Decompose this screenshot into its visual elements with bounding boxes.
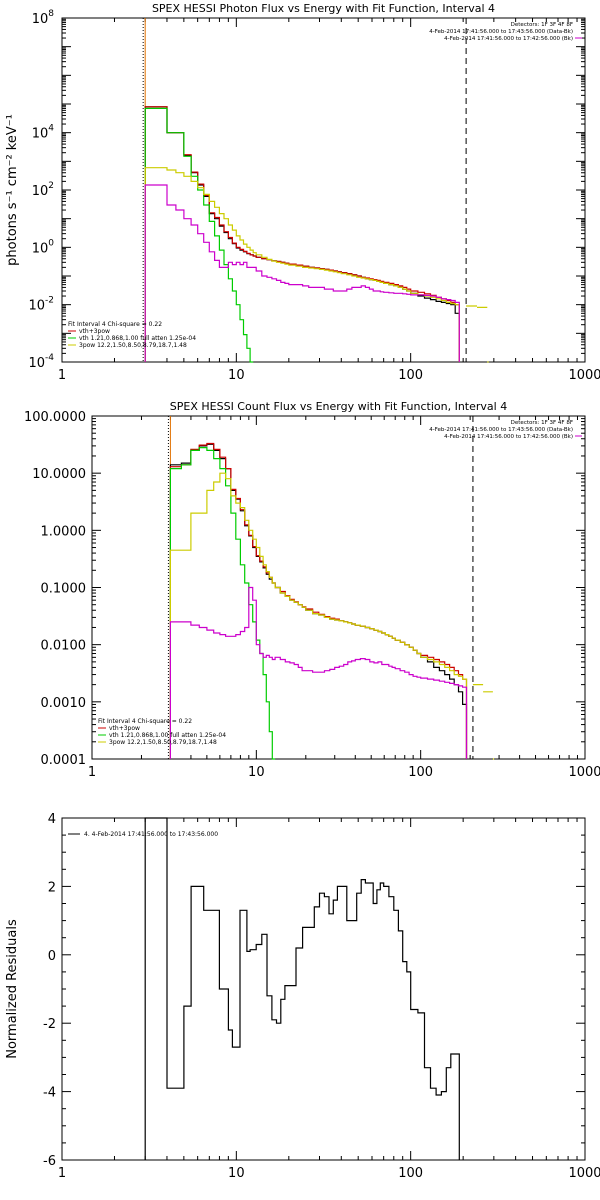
y-tick-label: -2	[43, 1017, 56, 1032]
header-line: 4-Feb-2014 17:41:56.000 to 17:42:56.000 …	[444, 36, 573, 42]
y-tick-exponent: -2	[45, 296, 54, 306]
chart-3: 1 10 100 1000 -6 -4 -2 0 2 4 Normalized Residuals 4…	[5, 812, 600, 1181]
plot-frame	[61, 17, 586, 363]
series-data-bk	[169, 443, 468, 759]
legend-entry: vth+3pow	[79, 328, 110, 335]
y-tick-base: 10	[28, 299, 45, 314]
y-tick-base: 10	[32, 184, 49, 199]
series-vth	[169, 447, 276, 760]
y-tick-label: 102	[32, 181, 54, 199]
plot-frame	[61, 817, 586, 1161]
y-tick-base: 10	[28, 356, 45, 371]
x-tick-label: 1000	[568, 765, 600, 780]
series-data-bk	[144, 106, 460, 362]
y-tick-label: -6	[43, 1154, 56, 1169]
y-tick-label: 108	[32, 9, 55, 27]
y-tick-exponent: 8	[48, 9, 54, 19]
y-tick-label: 100.0000	[24, 410, 86, 425]
legend-entry: 3pow 12.2,1.50,8.50,8.79,18.7,1.48	[109, 739, 217, 746]
x-tick-label: 10	[228, 1166, 245, 1181]
chart-title: SPEX HESSI Photon Flux vs Energy with Fi…	[152, 2, 495, 15]
y-tick-label: 0	[48, 949, 56, 964]
series-vth	[144, 107, 254, 363]
y-tick-label: 10.0000	[32, 467, 86, 482]
chart-2: SPEX HESSI Count Flux vs Energy with Fit…	[24, 400, 600, 780]
y-tick-exponent: 0	[48, 238, 54, 248]
x-tick-label: 100	[408, 765, 433, 780]
y-tick-label: 1.0000	[41, 524, 87, 539]
series-residuals	[144, 817, 460, 1160]
y-tick-exponent: 4	[48, 124, 54, 134]
y-tick-exponent: -4	[45, 353, 54, 363]
legend-entry: 3pow 12.2,1.50,8.50,8.79,18.7,1.48	[79, 342, 187, 349]
x-tick-label: 1	[58, 1166, 66, 1181]
y-axis-label: photons s⁻¹ cm⁻² keV⁻¹	[5, 114, 20, 266]
x-tick-label: 1	[58, 368, 66, 383]
series-vth-3pow	[144, 106, 460, 362]
y-tick-label: 100	[32, 238, 55, 256]
series-vth-3pow	[169, 442, 468, 759]
x-tick-label: 100	[398, 1166, 423, 1181]
y-tick-label: 104	[32, 124, 55, 142]
legend-entry: vth+3pow	[109, 725, 140, 732]
series-3pow	[169, 472, 495, 760]
y-tick-label: 10-2	[28, 296, 54, 314]
header-line: 4-Feb-2014 17:41:56.000 to 17:42:56.000 …	[444, 434, 573, 440]
header-line: 4-Feb-2014 17:41:56.000 to 17:43:56.000 …	[429, 29, 573, 35]
y-tick-base: 10	[32, 127, 49, 142]
y-tick-label: 2	[48, 880, 56, 895]
x-tick-label: 1	[88, 765, 96, 780]
plot-frame	[91, 415, 586, 760]
legend-title: Fit Interval 4 Chi-square = 0.22	[68, 321, 162, 328]
chart-title: SPEX HESSI Count Flux vs Energy with Fit…	[170, 400, 507, 413]
x-tick-label: 10	[228, 368, 245, 383]
series-bk	[169, 586, 468, 759]
x-tick-label: 1000	[568, 1166, 600, 1181]
x-tick-label: 10	[248, 765, 265, 780]
legend-title: Fit Interval 4 Chi-square = 0.22	[98, 718, 192, 725]
y-tick-label: 0.0100	[41, 639, 87, 654]
series-3pow	[144, 167, 489, 363]
y-tick-label: 0.0001	[41, 753, 87, 768]
y-tick-label: -4	[43, 1086, 56, 1101]
y-tick-exponent: 2	[48, 181, 54, 191]
y-tick-label: 4	[48, 812, 56, 827]
series-bk	[144, 184, 460, 362]
chart-1: SPEX HESSI Photon Flux vs Energy with Fi…	[5, 2, 600, 383]
y-tick-label: 10-4	[28, 353, 54, 371]
y-tick-base: 10	[32, 12, 49, 27]
x-tick-label: 100	[398, 368, 423, 383]
y-tick-label: 0.0010	[41, 696, 87, 711]
y-axis-label: Normalized Residuals	[5, 919, 20, 1059]
y-tick-label: 0.1000	[41, 582, 87, 597]
x-tick-label: 1000	[568, 368, 600, 383]
y-tick-base: 10	[32, 241, 49, 256]
legend-entry: 4. 4-Feb-2014 17:41:56.000 to 17:43:56.0…	[84, 831, 218, 838]
legend-entry: vth 1.21,0.868,1.00 full atten 1.25e-04	[109, 732, 226, 739]
legend-entry: vth 1.21,0.868,1.00 full atten 1.25e-04	[79, 335, 196, 342]
header-line: Detectors: 1F 3F 4F 8F	[511, 420, 573, 426]
header-line: 4-Feb-2014 17:41:56.000 to 17:43:56.000 …	[429, 427, 573, 433]
header-line: Detectors: 1F 3F 4F 8F	[511, 22, 573, 28]
